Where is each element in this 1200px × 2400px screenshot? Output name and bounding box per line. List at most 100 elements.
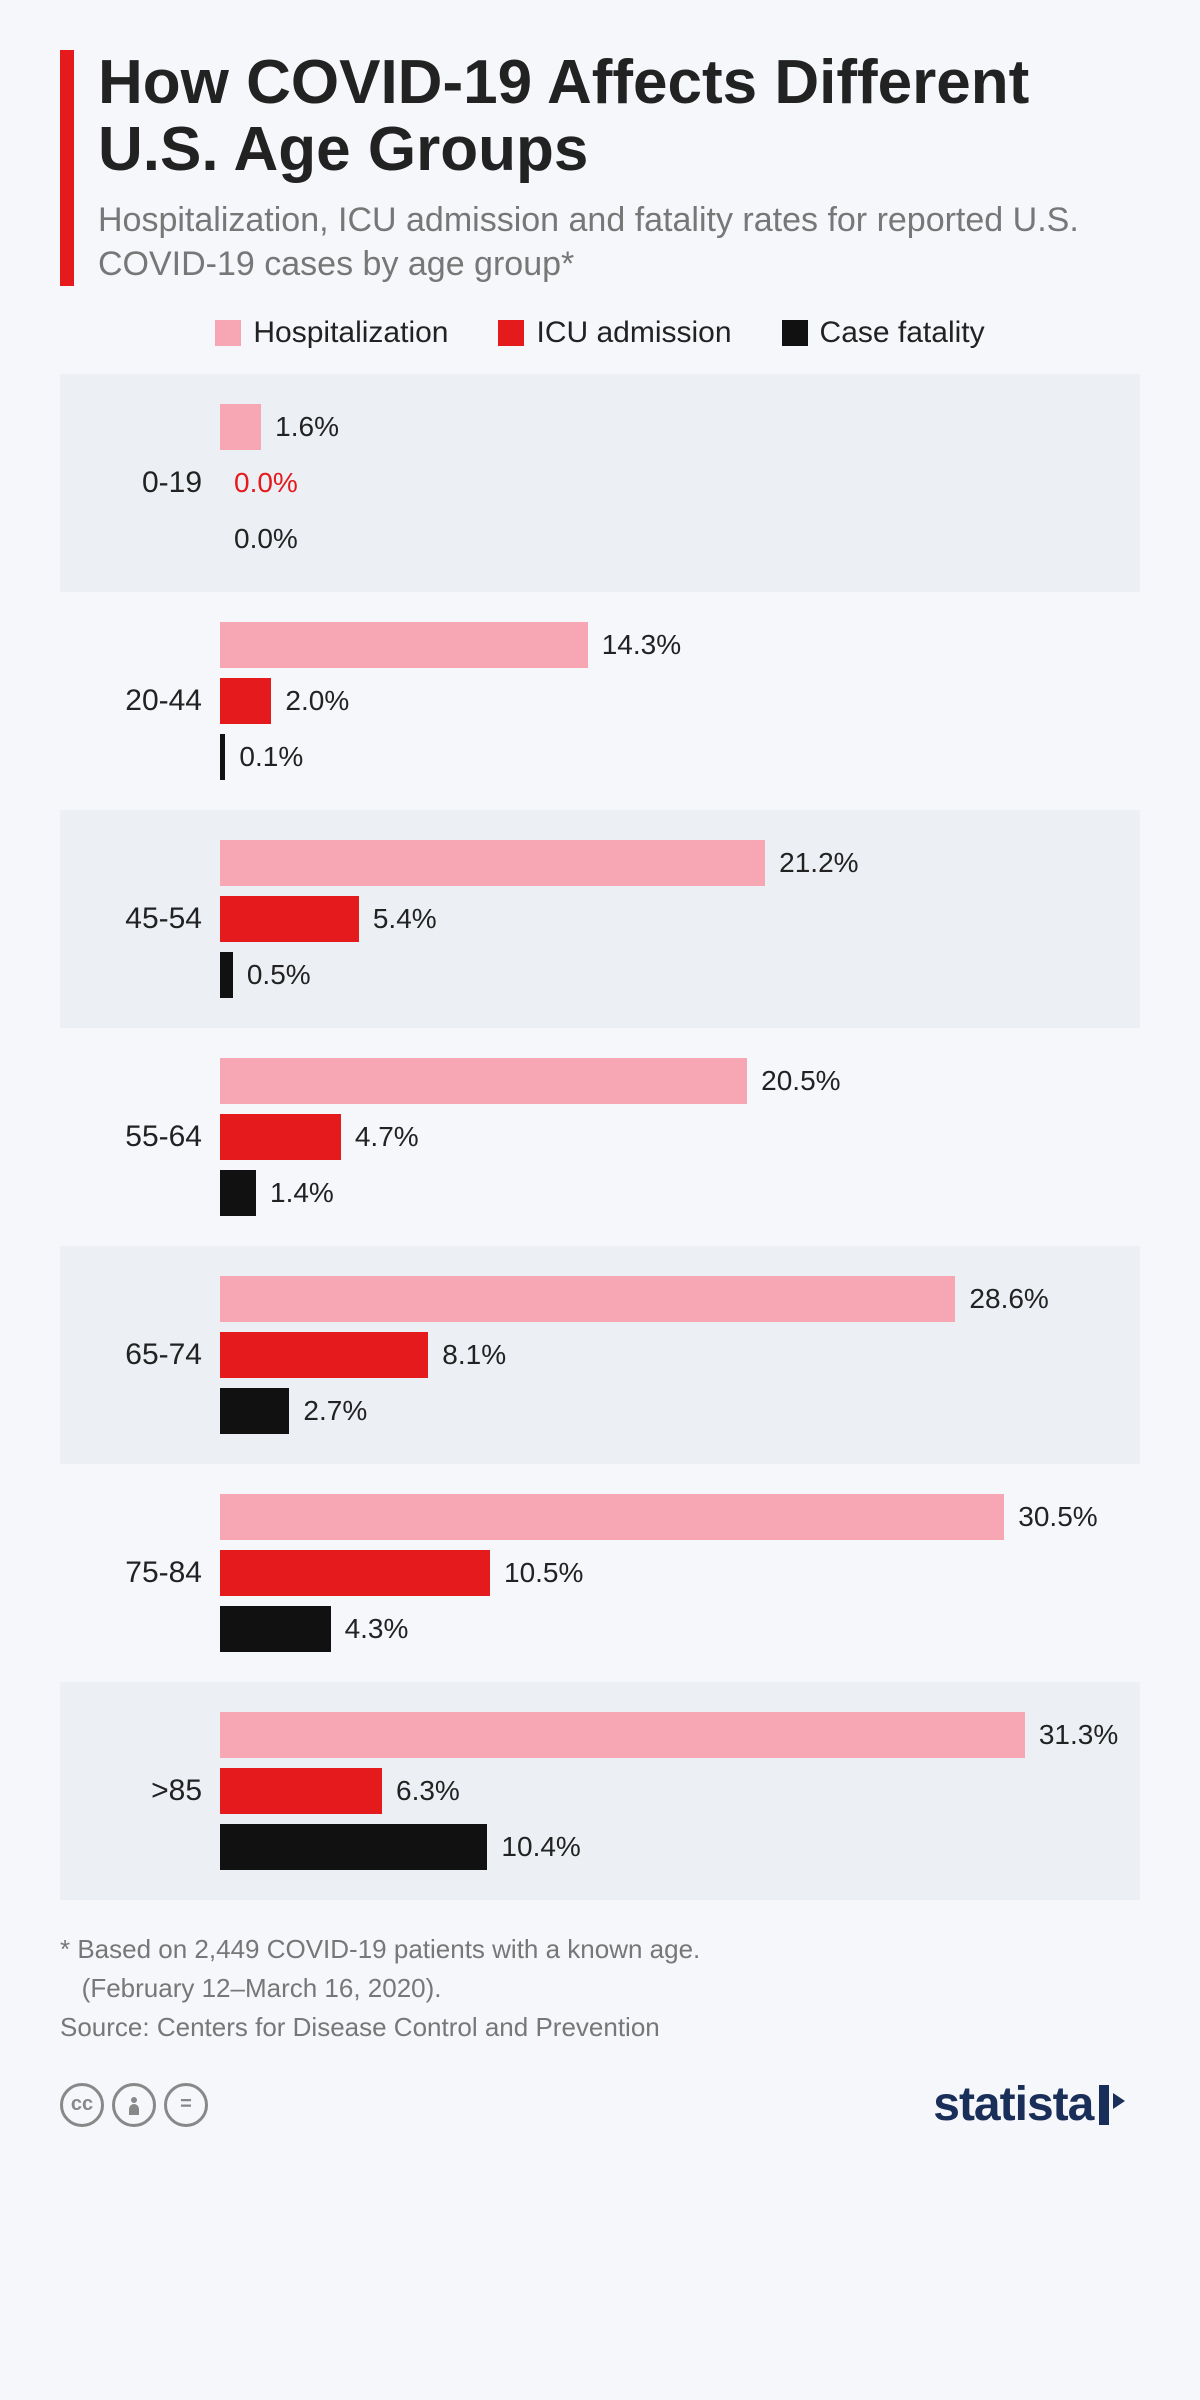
bar-value-label: 2.7% [303,1395,367,1427]
legend-label: Case fatality [820,316,985,350]
bar-row-hospitalization: 14.3% [220,622,1120,668]
bar-fatality [220,1170,256,1216]
bar-row-icu: 8.1% [220,1332,1120,1378]
age-group: 55-64 20.5% 4.7% 1.4% [60,1028,1140,1246]
bar-value-label: 4.7% [355,1121,419,1153]
age-group: 75-84 30.5% 10.5% 4.3% [60,1464,1140,1682]
bar-row-icu: 10.5% [220,1550,1120,1596]
age-group: >85 31.3% 6.3% 10.4% [60,1682,1140,1900]
bar-hospitalization [220,840,765,886]
bar-row-icu: 5.4% [220,896,1120,942]
bar-hospitalization [220,404,261,450]
age-label: 20-44 [60,684,220,718]
source: Source: Centers for Disease Control and … [60,2012,660,2042]
bar-value-label: 8.1% [442,1339,506,1371]
age-label: 45-54 [60,902,220,936]
bar-hospitalization [220,1494,1004,1540]
brand-text: statista [933,2077,1093,2132]
bar-row-fatality: 2.7% [220,1388,1120,1434]
bars-container: 28.6% 8.1% 2.7% [220,1276,1120,1434]
bars-container: 20.5% 4.7% 1.4% [220,1058,1120,1216]
nd-icon: = [164,2083,208,2127]
bar-row-fatality: 0.0% [220,516,1120,562]
legend: Hospitalization ICU admission Case fatal… [60,316,1140,350]
bar-fatality [220,1824,487,1870]
bar-value-label: 2.0% [285,685,349,717]
bar-row-fatality: 0.5% [220,952,1120,998]
cc-icons: cc = [60,2083,208,2127]
bars-container: 31.3% 6.3% 10.4% [220,1712,1120,1870]
legend-label: ICU admission [536,316,731,350]
swatch-icu [498,320,524,346]
bar-icu [220,1332,428,1378]
bar-hospitalization [220,622,588,668]
legend-hospitalization: Hospitalization [215,316,448,350]
bar-icu [220,678,271,724]
bar-value-label: 30.5% [1018,1501,1097,1533]
bar-value-label: 6.3% [396,1775,460,1807]
bar-row-hospitalization: 28.6% [220,1276,1120,1322]
bar-row-fatality: 1.4% [220,1170,1120,1216]
age-label: 0-19 [60,466,220,500]
age-label: 75-84 [60,1556,220,1590]
accent-bar [60,50,74,286]
bar-value-label: 4.3% [345,1613,409,1645]
bar-row-fatality: 10.4% [220,1824,1120,1870]
footnote-line2: (February 12–March 16, 2020). [82,1973,442,2003]
bar-row-hospitalization: 30.5% [220,1494,1120,1540]
bar-value-label: 20.5% [761,1065,840,1097]
age-label: 65-74 [60,1338,220,1372]
bar-row-icu: 6.3% [220,1768,1120,1814]
bar-row-icu: 4.7% [220,1114,1120,1160]
chart-title: How COVID-19 Affects Different U.S. Age … [98,50,1140,184]
title-block: How COVID-19 Affects Different U.S. Age … [98,50,1140,286]
swatch-fatality [782,320,808,346]
bar-row-icu: 0.0% [220,460,1120,506]
bar-row-hospitalization: 1.6% [220,404,1120,450]
bar-row-icu: 2.0% [220,678,1120,724]
swatch-hospitalization [215,320,241,346]
bar-value-label: 31.3% [1039,1719,1118,1751]
bar-fatality [220,1606,331,1652]
bar-value-label: 0.0% [234,467,298,499]
header: How COVID-19 Affects Different U.S. Age … [60,50,1140,286]
bar-icu [220,1550,490,1596]
bar-value-label: 10.5% [504,1557,583,1589]
cc-icon: cc [60,2083,104,2127]
bar-row-hospitalization: 21.2% [220,840,1120,886]
bars-container: 21.2% 5.4% 0.5% [220,840,1120,998]
bar-hospitalization [220,1058,747,1104]
bar-fatality [220,734,225,780]
bar-icu [220,1114,341,1160]
bar-row-fatality: 4.3% [220,1606,1120,1652]
brand-logo: statista [933,2077,1140,2132]
footnote-line1: * Based on 2,449 COVID-19 patients with … [60,1934,700,1964]
bars-container: 1.6% 0.0% 0.0% [220,404,1120,562]
bar-value-label: 0.5% [247,959,311,991]
footnote: * Based on 2,449 COVID-19 patients with … [60,1930,1140,2047]
bars-container: 30.5% 10.5% 4.3% [220,1494,1120,1652]
bar-icu [220,1768,382,1814]
bar-row-hospitalization: 31.3% [220,1712,1120,1758]
legend-label: Hospitalization [253,316,448,350]
bar-value-label: 21.2% [779,847,858,879]
bar-value-label: 5.4% [373,903,437,935]
age-label: >85 [60,1774,220,1808]
age-group: 0-191.6% 0.0% 0.0% [60,374,1140,592]
brand-mark-icon [1099,2085,1109,2125]
bar-row-hospitalization: 20.5% [220,1058,1120,1104]
bar-hospitalization [220,1712,1025,1758]
age-group: 20-4414.3%2.0%0.1% [60,592,1140,810]
by-icon [112,2083,156,2127]
bar-fatality [220,1388,289,1434]
age-group: 45-54 21.2% 5.4% 0.5% [60,810,1140,1028]
legend-fatality: Case fatality [782,316,985,350]
age-label: 55-64 [60,1120,220,1154]
bar-hospitalization [220,1276,955,1322]
bar-value-label: 14.3% [602,629,681,661]
bar-fatality [220,952,233,998]
bar-chart: 0-191.6%0.0%0.0%20-4414.3%2.0%0.1%45-542… [60,374,1140,1900]
age-group: 65-74 28.6% 8.1% 2.7% [60,1246,1140,1464]
bar-value-label: 10.4% [501,1831,580,1863]
bar-value-label: 28.6% [969,1283,1048,1315]
